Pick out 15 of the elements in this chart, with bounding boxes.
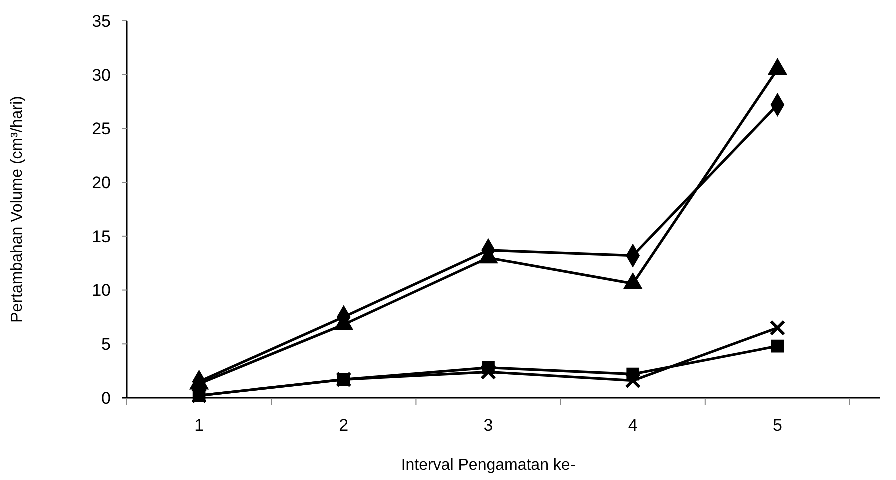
y-tick-label: 15: [92, 227, 111, 246]
x-tick-label: 4: [628, 416, 638, 435]
y-tick-label: 10: [92, 281, 111, 300]
y-tick-label: 30: [92, 66, 111, 85]
x-axis-title: Interval Pengamatan ke-: [401, 457, 576, 474]
x-tick-label: 2: [339, 416, 349, 435]
y-axis-title: Pertambahan Volume (cm³/hari): [9, 96, 26, 323]
y-tick-label: 0: [102, 388, 111, 408]
y-tick-label: 20: [92, 174, 111, 193]
x-tick-label: 3: [484, 416, 494, 435]
x-tick-label: 5: [772, 416, 782, 435]
y-tick-label: 35: [92, 12, 111, 31]
x-tick-label: 1: [194, 416, 204, 435]
y-tick-label: 25: [92, 120, 111, 139]
y-tick-label: 5: [102, 335, 111, 354]
